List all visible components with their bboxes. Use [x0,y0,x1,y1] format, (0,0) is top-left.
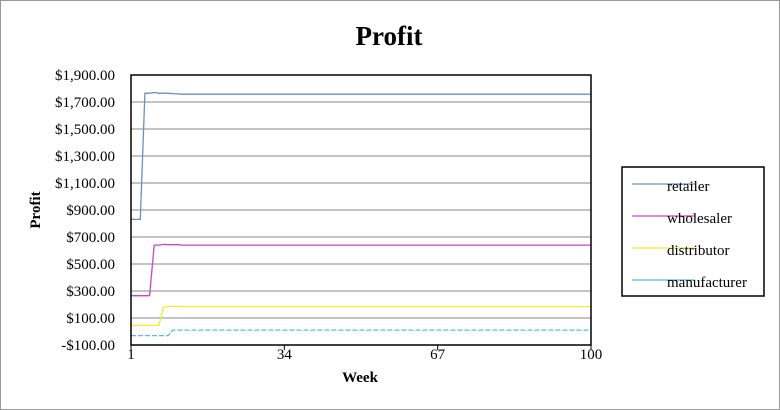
plot-area-border [130,74,592,346]
series-line-wholesaler [131,243,591,297]
y-tick-label: $1,700.00 [55,95,115,111]
legend-label-distributor: distributor [667,243,730,259]
y-axis-label: Profit [28,191,44,228]
gridlines [131,101,591,319]
y-tick-label: $1,300.00 [55,149,115,165]
x-tick-label: 67 [430,347,446,363]
x-tick-label: 34 [277,347,293,363]
x-tick-labels: 1 34 67 100 [127,345,602,363]
legend-box [621,166,765,297]
series-line-retailer [131,91,591,221]
legend-label-manufacturer: manufacturer [667,275,747,291]
x-axis-label: Week [342,370,378,386]
y-tick-label: $500.00 [66,257,115,273]
series-lines [131,91,591,337]
legend: retailer wholesaler distributor manufacture… [621,166,765,297]
y-tick-label: $1,900.00 [55,68,115,84]
legend-label-wholesaler: wholesaler [667,211,732,227]
y-tick-label: $300.00 [66,284,115,300]
y-tick-label: $900.00 [66,203,115,219]
legend-items: retailer wholesaler distributor manufacture… [632,179,747,291]
legend-label-retailer: retailer [667,179,709,195]
chart-title: Profit [356,21,423,51]
y-tick-label: $100.00 [66,311,115,327]
series-line-distributor [131,305,591,327]
series-line-manufacturer [131,329,591,337]
y-tick-label: $1,100.00 [55,176,115,192]
x-tick-label: 100 [580,347,603,363]
y-tick-label: -$100.00 [61,338,115,354]
y-tick-labels: -$100.00 $100.00 $300.00 $500.00 $700.00 $900… [55,68,115,354]
y-tick-label: $1,500.00 [55,122,115,138]
x-tick-label: 1 [127,347,135,363]
y-tick-label: $700.00 [66,230,115,246]
